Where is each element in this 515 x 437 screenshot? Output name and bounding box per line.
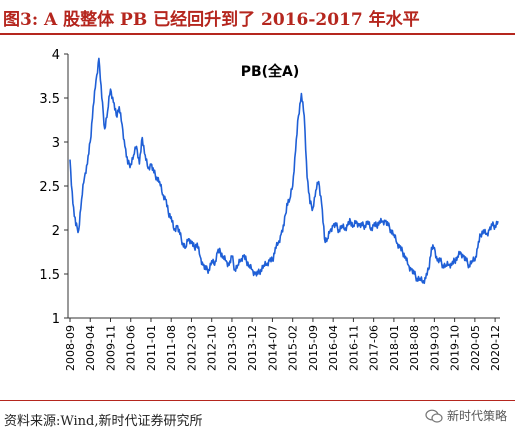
x-tick-label: 2016-11 [347,325,360,371]
figure-title-bar: 图3: A 股整体 PB 已经回升到了 2016-2017 年水平 [0,0,515,35]
y-tick-label: 4 [52,48,60,63]
pb-line-chart: 1 1.5 2 2.5 3 3.5 4 2008-09 2009-04 2009-11 2010-… [39,48,502,371]
x-tick-label: 2018-08 [408,325,421,371]
x-tick-label: 2014-07 [266,325,279,371]
source-note: 资料来源:Wind,新时代证券研究所 [4,414,203,429]
footer-divider [0,400,515,401]
y-tick-label: 1.5 [39,268,60,283]
y-tick-label: 2 [52,224,60,239]
x-tick-label: 2020-12 [489,325,502,371]
footer: 资料来源:Wind,新时代证券研究所 新时代策略 [0,400,515,437]
y-tick-label: 3.5 [39,92,60,107]
x-tick-label: 2011-08 [165,325,178,371]
x-tick-label: 2015-09 [307,325,320,371]
x-tick-label: 2018-01 [388,325,401,371]
wechat-icon [425,409,443,423]
title-divider [0,33,515,35]
x-tick-label: 2020-05 [469,325,482,371]
x-tick-label: 2019-10 [449,325,462,371]
y-tick-label: 2.5 [39,180,60,195]
x-tick-label: 2011-01 [145,325,158,371]
x-tick-label: 2013-12 [246,325,259,371]
x-tick-label: 2019-03 [428,325,441,371]
x-tick-label: 2012-10 [206,325,219,371]
figure-title: 图3: A 股整体 PB 已经回升到了 2016-2017 年水平 [3,10,420,30]
x-axis-ticks: 2008-09 2009-04 2009-11 2010-06 2011-01 2011-… [64,318,502,371]
x-tick-label: 2009-11 [104,325,117,371]
x-tick-label: 2013-05 [226,325,239,371]
x-tick-label: 2010-06 [125,325,138,371]
x-tick-label: 2008-09 [64,325,77,371]
x-tick-label: 2009-04 [84,325,97,371]
chart-title: PB(全A) [241,63,300,80]
x-tick-label: 2015-02 [287,325,300,371]
watermark: 新时代策略 [425,407,507,424]
x-tick-label: 2017-06 [368,325,381,371]
chart-axes [67,54,500,319]
pb-series-line [69,57,499,285]
y-tick-label: 1 [52,312,60,327]
watermark-text: 新时代策略 [446,409,507,423]
x-tick-label: 2012-03 [185,325,198,371]
y-tick-label: 3 [52,136,60,151]
x-tick-label: 2016-04 [327,325,340,371]
y-axis-ticks: 1 1.5 2 2.5 3 3.5 4 [39,48,68,327]
